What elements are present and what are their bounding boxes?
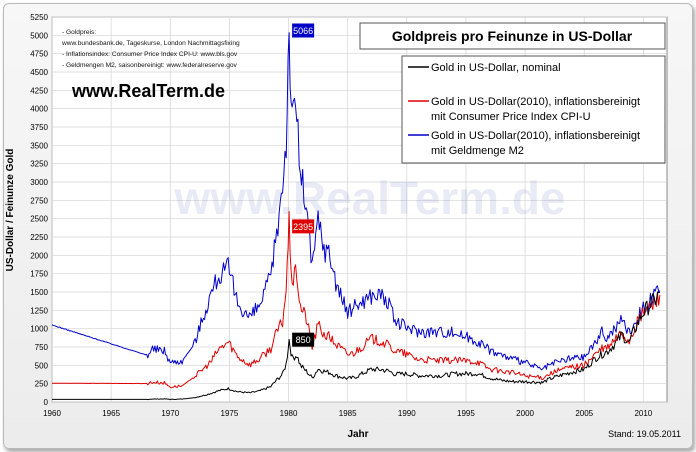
source-line: - Inflationsindex: Consumer Price Index … — [62, 51, 238, 58]
y-axis-label: US-Dollar / Feinunze Gold — [5, 149, 16, 272]
x-tick-label: 1975 — [221, 409, 239, 418]
x-tick-label: 1995 — [457, 409, 475, 418]
legend-label-m2-line1: Gold in US-Dollar(2010), inflationsberei… — [431, 130, 640, 142]
x-tick-label: 1965 — [102, 409, 120, 418]
peak-annotations: 5066 2395 850 — [292, 23, 315, 347]
x-axis-label: Jahr — [347, 429, 368, 440]
legend-label-cpi-line1: Gold in US-Dollar(2010), inflationsberei… — [431, 96, 640, 108]
y-tick-label: 750 — [35, 343, 49, 352]
x-tick-label: 1985 — [339, 409, 357, 418]
y-tick-label: 1250 — [30, 306, 48, 315]
annotation-label: 2395 — [293, 222, 313, 232]
legend-label-cpi: Gold in US-Dollar(2010), inflationsberei… — [431, 96, 643, 123]
y-tick-label: 4500 — [30, 68, 48, 77]
annotation-box — [292, 219, 315, 234]
y-tick-label: 2250 — [30, 233, 48, 242]
y-tick-label: 4250 — [30, 86, 48, 95]
legend-label-m2-line2: mit Geldmenge M2 — [431, 145, 524, 157]
y-tick-label: 1000 — [30, 325, 48, 334]
y-tick-label: 4750 — [30, 50, 48, 59]
y-tick-label: 1750 — [30, 270, 48, 279]
x-axis-ticks: 1960 1965 1970 1975 1980 1985 1990 1995 2000 2005… — [43, 409, 653, 418]
sources-box: - Goldpreis: www.bundesbank.de, Tageskur… — [61, 29, 240, 69]
annotation-box — [292, 23, 315, 38]
y-tick-label: 250 — [35, 380, 49, 389]
source-line: www.bundesbank.de, Tageskurse, London Na… — [61, 40, 240, 47]
y-tick-label: 3500 — [30, 141, 48, 150]
x-tick-label: 1990 — [398, 409, 416, 418]
y-tick-label: 2750 — [30, 196, 48, 205]
legend: Gold in US-Dollar, nominal Gold in US-Do… — [401, 55, 666, 164]
y-tick-label: 2000 — [30, 251, 48, 260]
legend-label-m2: Gold in US-Dollar(2010), inflationsberei… — [431, 130, 643, 157]
y-axis-ticks: 0 250 500 750 1000 1250 1500 1750 2000 2250 2500 27… — [30, 13, 48, 407]
x-tick-label: 2010 — [634, 409, 652, 418]
legend-label-nominal: Gold in US-Dollar, nominal — [431, 62, 561, 74]
series-line-2 — [51, 32, 661, 371]
y-tick-label: 2500 — [30, 215, 48, 224]
series-group — [51, 32, 661, 401]
site-brand: www.RealTerm.de — [71, 81, 225, 101]
y-tick-label: 1500 — [30, 288, 48, 297]
series-line-0 — [52, 291, 661, 401]
annotation-label: 5066 — [293, 26, 313, 36]
watermark: www.RealTerm.de — [173, 172, 565, 224]
y-tick-label: 3250 — [30, 160, 48, 169]
y-tick-label: 5000 — [30, 31, 48, 40]
source-line: - Goldpreis: — [62, 29, 96, 36]
annotation-box — [292, 332, 315, 347]
x-tick-label: 2000 — [516, 409, 534, 418]
y-tick-label: 4000 — [30, 105, 48, 114]
series-line-1 — [51, 211, 661, 389]
source-line: - Geldmengen M2, saisonbereinigt: www.fe… — [62, 62, 238, 69]
chart-title: Goldpreis pro Feinunze in US-Dollar — [392, 28, 633, 44]
x-tick-label: 2005 — [575, 409, 593, 418]
title-box: Goldpreis pro Feinunze in US-Dollar — [359, 22, 666, 50]
stand-date: Stand: 19.05.2011 — [608, 429, 681, 439]
annotation-label: 850 — [296, 335, 311, 345]
legend-label-cpi-line2: mit Consumer Price Index CPI-U — [431, 111, 591, 123]
y-tick-label: 5250 — [30, 13, 48, 22]
y-tick-label: 3750 — [30, 123, 48, 132]
x-tick-label: 1980 — [280, 409, 298, 418]
y-tick-label: 3000 — [30, 178, 48, 187]
legend-frame — [401, 55, 666, 164]
x-tick-label: 1960 — [43, 409, 61, 418]
y-tick-label: 500 — [35, 361, 49, 370]
title-box-frame — [359, 22, 666, 50]
y-tick-label: 0 — [44, 398, 49, 407]
x-tick-label: 1970 — [161, 409, 179, 418]
